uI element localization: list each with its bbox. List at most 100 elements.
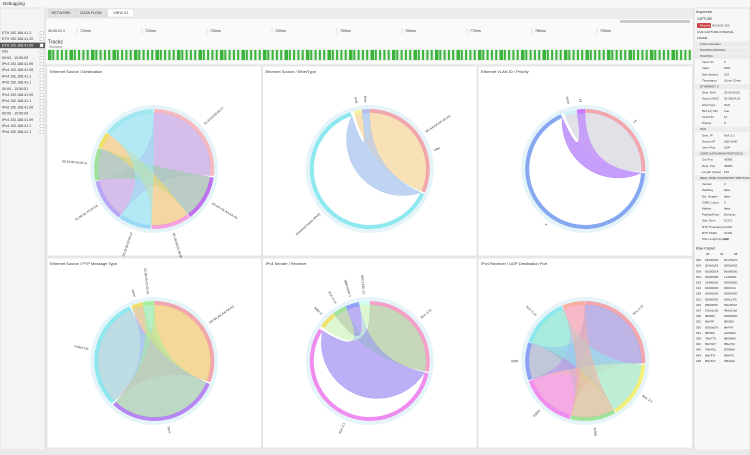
chord-label: None	[565, 96, 571, 105]
tree-value: false	[724, 206, 731, 210]
track-event	[241, 50, 245, 60]
track-event	[151, 50, 154, 60]
tree-value: false	[724, 194, 731, 198]
raw-cell: 001b0a01	[705, 264, 719, 268]
chord-arc	[113, 382, 210, 421]
track-event	[503, 50, 506, 60]
chord-arc	[528, 305, 564, 343]
track-event	[559, 50, 562, 60]
chord-arc	[361, 109, 370, 114]
track-event	[142, 50, 145, 60]
tree-value: false	[724, 188, 731, 192]
item-checkbox[interactable]	[39, 74, 44, 79]
sidebar-item: IPv4 192.168.41.99	[2, 118, 33, 122]
item-checkbox[interactable]	[39, 105, 44, 110]
item-checkbox[interactable]	[39, 43, 44, 48]
raw-cell: 0001ff14	[724, 286, 736, 290]
raw-cell: 00000000	[705, 292, 719, 296]
track-event	[327, 50, 331, 60]
tracks-label: Tracks	[48, 39, 63, 45]
chord-arc	[562, 301, 585, 310]
chord-ribbon	[324, 304, 370, 341]
raw-cell: ffff0000	[705, 314, 715, 318]
raw-cell: 028	[696, 314, 701, 318]
item-checkbox[interactable]	[39, 37, 44, 41]
track-event	[366, 50, 369, 60]
tree-key: 802.1Q VID	[702, 109, 719, 113]
item-checkbox[interactable]	[39, 99, 44, 103]
raw-cell: 000	[696, 258, 701, 262]
item-checkbox[interactable]	[39, 86, 44, 91]
timeline-tick-label: 760ms	[405, 29, 416, 33]
chord-label: IPv4	[363, 96, 367, 103]
track-event	[189, 50, 192, 60]
track-event	[478, 50, 482, 60]
item-checkbox[interactable]	[39, 124, 44, 128]
timeline-tick-label: 750ms	[340, 29, 351, 33]
tree-value: ff14::2:1	[724, 133, 735, 137]
chord-arc	[525, 342, 533, 381]
tab-label: DATA FLOW	[80, 11, 102, 15]
tree-value: 6061	[724, 66, 731, 70]
tree-key: Size (bytes)	[702, 72, 718, 76]
item-checkbox[interactable]	[39, 68, 44, 72]
raw-cell: 7fffa779	[705, 336, 716, 340]
sidebar-item: ETH 192.168.41.1	[2, 31, 31, 35]
chord-label: 5004	[511, 359, 518, 363]
tree-value: fd00:1640	[724, 139, 738, 143]
section-header: CAPTURE	[697, 17, 712, 21]
raw-cell: 01C	[696, 297, 702, 301]
record-button[interactable]	[697, 23, 711, 28]
track-event	[215, 50, 218, 60]
tree-key: Interf. ID	[702, 60, 714, 64]
raw-cell: 00000095	[705, 275, 719, 279]
chord-outer-ring	[305, 297, 434, 425]
tree-value: 10171	[724, 219, 733, 223]
track-event	[301, 50, 304, 60]
track-event	[168, 50, 171, 60]
tree-value: 14	[724, 115, 728, 119]
raw-cell: 1140fd00	[724, 275, 737, 279]
track-event	[594, 50, 597, 60]
inspector	[693, 7, 750, 451]
tree-key: Index	[702, 66, 710, 70]
track-event	[323, 50, 326, 60]
chord-arc	[187, 176, 214, 218]
tree-header	[695, 53, 749, 59]
sidebar-item: IPv4 192.168.41.99	[2, 68, 33, 72]
item-checkbox[interactable]	[39, 80, 44, 85]
track-event	[69, 50, 73, 60]
raw-cell: fff9f470	[724, 353, 734, 357]
track-event	[602, 50, 605, 60]
item-checkbox[interactable]	[39, 111, 44, 116]
raw-cell: 27bb2c3a	[705, 308, 719, 312]
track-event	[598, 50, 601, 60]
item-checkbox[interactable]	[39, 130, 44, 135]
chord-label: 40800	[532, 409, 541, 418]
track-event	[516, 50, 519, 60]
track-event	[202, 50, 205, 60]
track-event	[357, 50, 360, 60]
chord-arc	[369, 109, 430, 193]
tab[interactable]	[47, 8, 75, 18]
tree-key: Ext. Header	[702, 194, 718, 198]
item-checkbox[interactable]	[39, 62, 44, 66]
track-event	[589, 50, 592, 60]
track-event	[146, 50, 149, 60]
track-event	[624, 50, 627, 60]
tab[interactable]	[107, 8, 134, 18]
track-event	[456, 50, 460, 60]
tab[interactable]	[74, 8, 107, 18]
item-checkbox[interactable]	[39, 93, 44, 97]
chord-label: 42995	[593, 427, 598, 437]
timeline-tick-label: 720ms	[145, 29, 156, 33]
item-checkbox[interactable]	[39, 31, 44, 35]
raw-cell: 02C	[696, 320, 702, 324]
track-event	[155, 50, 159, 60]
item-checkbox[interactable]	[39, 49, 44, 54]
raw-cell: 030	[696, 325, 701, 329]
tree-key: USER DATAGRAM PROTOCOL	[700, 152, 744, 156]
item-checkbox[interactable]	[39, 56, 44, 60]
item-checkbox[interactable]	[39, 117, 44, 122]
